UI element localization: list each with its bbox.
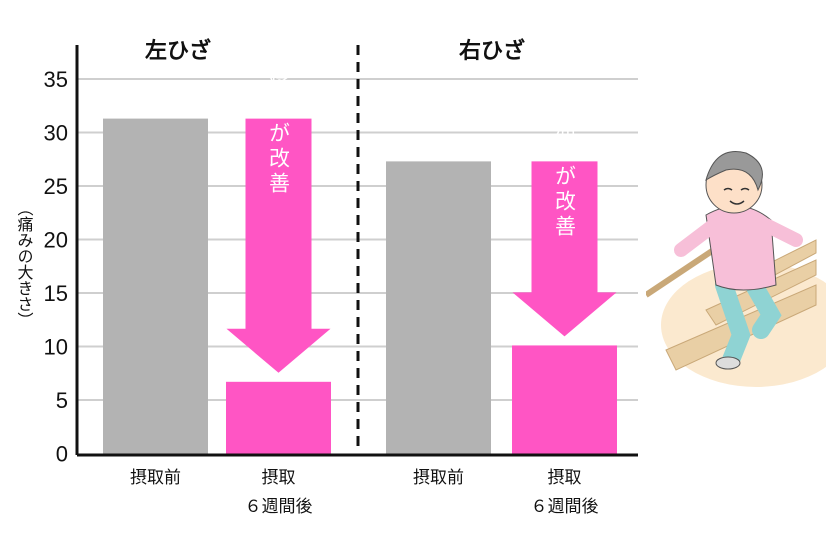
y-tick-label: 5 — [56, 388, 68, 413]
x-category-label: ６週間後 — [245, 497, 313, 517]
bar — [512, 345, 617, 454]
bar — [386, 161, 491, 454]
y-tick-label: 20 — [44, 228, 68, 253]
bar — [103, 118, 208, 454]
x-category-label: ６週間後 — [531, 497, 599, 517]
woman-on-stairs-illustration — [646, 151, 826, 387]
x-category-label: 摂取 — [548, 468, 582, 488]
improvement-arrow — [226, 118, 331, 373]
arrow-annotation: 痛みが改善 — [267, 72, 291, 197]
y-tick-label: 15 — [44, 281, 68, 306]
y-tick-label: 10 — [44, 335, 68, 360]
x-category-label: 摂取前 — [413, 468, 464, 488]
x-category-label: 摂取 — [262, 468, 296, 488]
y-tick-label: 0 — [56, 442, 68, 467]
y-tick-label: 35 — [44, 67, 68, 92]
panel-title: 左ひざ — [145, 38, 211, 64]
y-tick-label: 25 — [44, 174, 68, 199]
bar — [226, 381, 331, 454]
y-tick-label: 30 — [44, 121, 68, 146]
y-axis-label: （痛みの大きさ） — [15, 200, 34, 328]
x-category-label: 摂取前 — [130, 468, 181, 488]
arrow-annotation: 痛みが改善 — [553, 115, 577, 240]
improvement-arrow — [512, 161, 617, 337]
panel-title: 右ひざ — [459, 38, 525, 64]
